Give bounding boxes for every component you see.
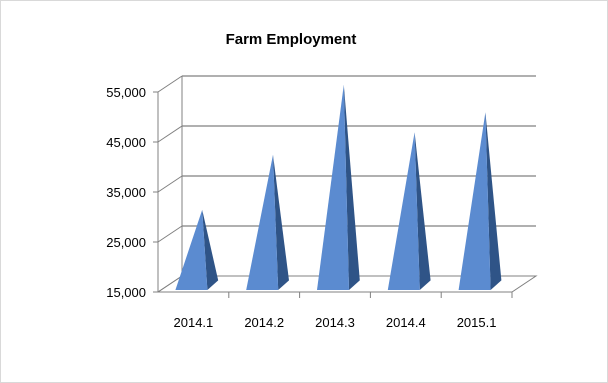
y-tick-label: 25,000 <box>106 235 146 250</box>
x-tick-label: 2014.1 <box>174 315 214 330</box>
bar-side-face <box>414 132 431 290</box>
gridline-depth <box>157 175 183 193</box>
chart-title: Farm Employment <box>225 31 357 48</box>
y-tick-label: 45,000 <box>106 135 146 150</box>
gridline-depth <box>157 125 183 143</box>
gridline-depth <box>157 225 183 243</box>
bar <box>458 112 491 290</box>
bar-side-face <box>485 112 502 290</box>
x-tick-labels: 2014.1 2014.2 2014.3 2014.4 2015.1 <box>174 315 497 330</box>
bars-layer <box>175 84 502 290</box>
gridline-depth <box>157 75 183 93</box>
x-tick-label: 2014.4 <box>386 315 426 330</box>
bar-side-face <box>343 84 360 290</box>
bar-side-face <box>273 154 289 290</box>
bar <box>246 154 279 290</box>
chart-floor <box>156 275 538 293</box>
bar <box>387 132 420 290</box>
y-tick-labels: 15,000 25,000 35,000 45,000 55,000 <box>106 85 146 300</box>
bar <box>175 209 208 290</box>
x-tick-label: 2014.3 <box>315 315 355 330</box>
y-tick-label: 15,000 <box>106 285 146 300</box>
x-tick-label: 2015.1 <box>457 315 497 330</box>
y-tick-label: 55,000 <box>106 85 146 100</box>
bar-side-face <box>202 209 219 290</box>
x-tick-label: 2014.2 <box>244 315 284 330</box>
y-tick-label: 35,000 <box>106 185 146 200</box>
bar <box>317 84 349 290</box>
